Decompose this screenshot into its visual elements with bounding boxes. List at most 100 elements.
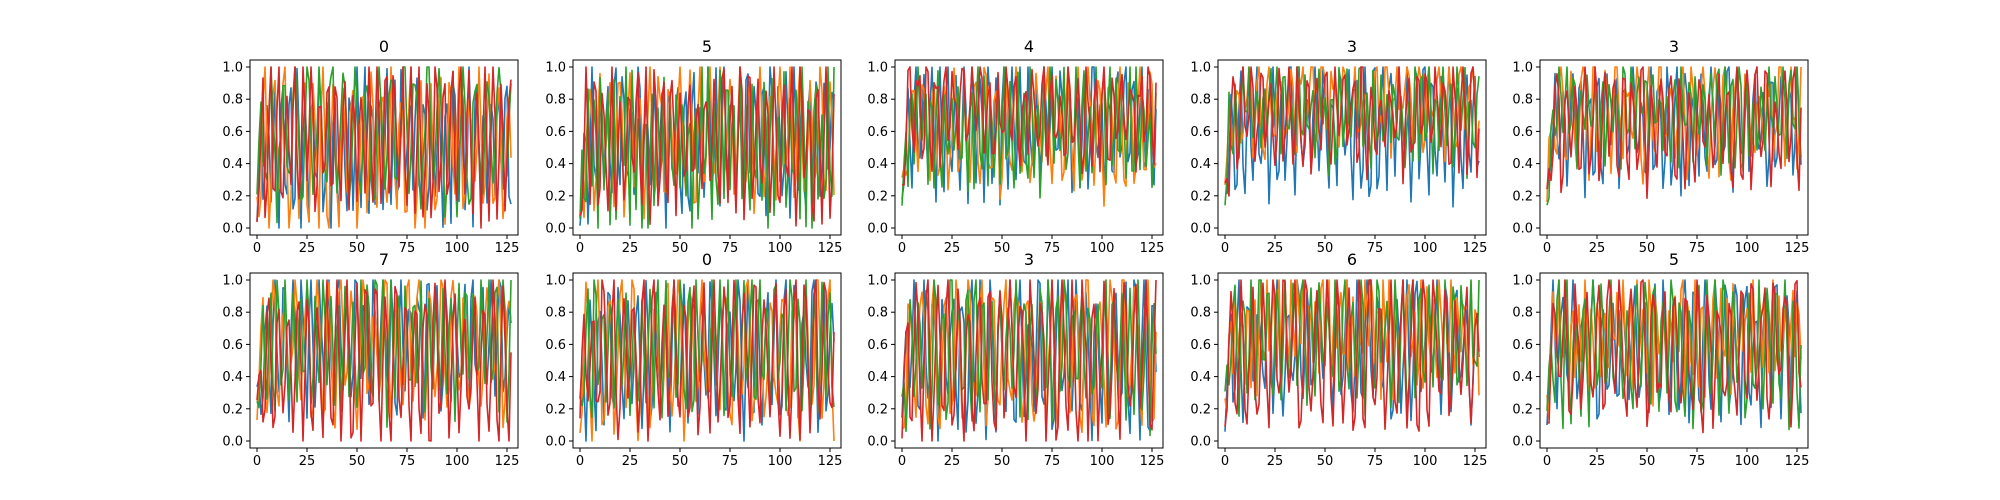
axes-frame bbox=[572, 59, 842, 236]
y-tick-label: 0.6 bbox=[1512, 338, 1533, 353]
series-line-3 bbox=[1546, 66, 1802, 199]
x-tick-label: 100 bbox=[1413, 241, 1438, 256]
x-tick-label: 75 bbox=[722, 454, 739, 469]
x-tick-label: 50 bbox=[994, 454, 1011, 469]
x-tick-label: 0 bbox=[253, 241, 261, 256]
y-tick-label: 0.6 bbox=[867, 338, 888, 353]
y-tick-label: 0.4 bbox=[867, 370, 888, 385]
series-line-1 bbox=[1224, 279, 1480, 413]
x-tick-label: 125 bbox=[1140, 454, 1165, 469]
x-tick-label: 0 bbox=[898, 241, 906, 256]
x-tick-label: 125 bbox=[818, 241, 843, 256]
series-line-3 bbox=[1224, 66, 1480, 197]
x-tick-label: 25 bbox=[1589, 454, 1606, 469]
x-tick-label: 125 bbox=[1463, 454, 1488, 469]
subplot-title: 3 bbox=[1669, 37, 1679, 56]
x-tick-label: 125 bbox=[495, 454, 520, 469]
y-tick-label: 0.4 bbox=[222, 370, 243, 385]
axes-frame bbox=[894, 59, 1164, 236]
x-tick-label: 25 bbox=[1589, 241, 1606, 256]
y-tick-label: 1.0 bbox=[1512, 274, 1533, 289]
x-tick-label: 50 bbox=[349, 454, 366, 469]
x-tick-label: 0 bbox=[253, 454, 261, 469]
x-tick-label: 0 bbox=[1221, 241, 1229, 256]
x-tick-label: 25 bbox=[944, 241, 961, 256]
y-tick-label: 1.0 bbox=[1190, 274, 1211, 289]
series-line-3 bbox=[256, 66, 512, 229]
subplot-title: 7 bbox=[379, 250, 389, 269]
y-tick-label: 0.2 bbox=[545, 402, 566, 417]
y-tick-label: 0.6 bbox=[222, 338, 243, 353]
axes-frame bbox=[249, 272, 519, 449]
x-tick-label: 100 bbox=[1735, 454, 1760, 469]
x-tick-label: 0 bbox=[576, 454, 584, 469]
x-tick-label: 125 bbox=[818, 454, 843, 469]
x-tick-label: 0 bbox=[1543, 241, 1551, 256]
series-line-3 bbox=[1546, 279, 1802, 434]
x-tick-label: 100 bbox=[1735, 241, 1760, 256]
x-tick-label: 125 bbox=[1463, 241, 1488, 256]
y-tick-label: 0.0 bbox=[1512, 222, 1533, 237]
y-tick-label: 0.0 bbox=[222, 222, 243, 237]
y-tick-label: 0.8 bbox=[222, 93, 243, 108]
y-tick-label: 0.4 bbox=[545, 370, 566, 385]
x-tick-label: 25 bbox=[622, 454, 639, 469]
x-tick-label: 125 bbox=[1140, 241, 1165, 256]
x-tick-label: 100 bbox=[1413, 454, 1438, 469]
subplot-title: 4 bbox=[1024, 37, 1034, 56]
x-tick-label: 125 bbox=[1785, 454, 1810, 469]
x-tick-label: 0 bbox=[1221, 454, 1229, 469]
subplot-title: 0 bbox=[702, 250, 712, 269]
series-line-3 bbox=[579, 66, 835, 227]
x-tick-label: 50 bbox=[672, 241, 689, 256]
y-tick-label: 0.6 bbox=[1512, 125, 1533, 140]
x-tick-label: 50 bbox=[1639, 241, 1656, 256]
x-tick-label: 50 bbox=[1317, 241, 1334, 256]
y-tick-label: 0.2 bbox=[545, 189, 566, 204]
y-tick-label: 0.4 bbox=[1512, 157, 1533, 172]
y-tick-label: 1.0 bbox=[222, 61, 243, 76]
y-tick-label: 0.4 bbox=[1190, 370, 1211, 385]
y-tick-label: 1.0 bbox=[545, 274, 566, 289]
x-tick-label: 75 bbox=[1367, 454, 1384, 469]
y-tick-label: 1.0 bbox=[867, 61, 888, 76]
subplot-6: 0 25 50 75 100 125 0.0 0.2 0.4 0.6 0.8 1.0 0 bbox=[545, 250, 842, 469]
x-tick-label: 100 bbox=[445, 241, 470, 256]
y-tick-label: 1.0 bbox=[222, 274, 243, 289]
subplot-4: 0 25 50 75 100 125 0.0 0.2 0.4 0.6 0.8 1.0 3 bbox=[1512, 37, 1809, 256]
subplot-5: 0 25 50 75 100 125 0.0 0.2 0.4 0.6 0.8 1.0 7 bbox=[222, 250, 519, 469]
y-tick-label: 0.8 bbox=[222, 306, 243, 321]
y-tick-label: 0.4 bbox=[867, 157, 888, 172]
x-tick-label: 100 bbox=[445, 454, 470, 469]
y-tick-label: 1.0 bbox=[1190, 61, 1211, 76]
y-tick-label: 1.0 bbox=[545, 61, 566, 76]
subplot-title: 6 bbox=[1347, 250, 1357, 269]
y-tick-label: 0.6 bbox=[545, 338, 566, 353]
y-tick-label: 0.2 bbox=[867, 402, 888, 417]
x-tick-label: 75 bbox=[399, 241, 416, 256]
y-tick-label: 0.6 bbox=[1190, 125, 1211, 140]
subplot-title: 5 bbox=[1669, 250, 1679, 269]
y-tick-label: 0.6 bbox=[1190, 338, 1211, 353]
x-tick-label: 50 bbox=[994, 241, 1011, 256]
subplot-7: 0 25 50 75 100 125 0.0 0.2 0.4 0.6 0.8 1.0 3 bbox=[867, 250, 1164, 469]
series-line-3 bbox=[1224, 279, 1480, 432]
series-line-3 bbox=[579, 279, 835, 442]
y-tick-label: 0.2 bbox=[1512, 189, 1533, 204]
y-tick-label: 0.0 bbox=[867, 222, 888, 237]
y-tick-label: 0.8 bbox=[1190, 306, 1211, 321]
y-tick-label: 0.8 bbox=[1190, 93, 1211, 108]
x-tick-label: 75 bbox=[1044, 454, 1061, 469]
x-tick-label: 0 bbox=[898, 454, 906, 469]
y-tick-label: 0.6 bbox=[867, 125, 888, 140]
x-tick-label: 50 bbox=[672, 454, 689, 469]
x-tick-label: 50 bbox=[349, 241, 366, 256]
x-tick-label: 100 bbox=[768, 454, 793, 469]
x-tick-label: 75 bbox=[399, 454, 416, 469]
series-line-2 bbox=[1224, 279, 1480, 417]
axes-frame bbox=[1217, 59, 1487, 236]
y-tick-label: 0.0 bbox=[867, 435, 888, 450]
x-tick-label: 100 bbox=[1090, 241, 1115, 256]
subplot-title: 3 bbox=[1024, 250, 1034, 269]
axes-frame bbox=[894, 272, 1164, 449]
